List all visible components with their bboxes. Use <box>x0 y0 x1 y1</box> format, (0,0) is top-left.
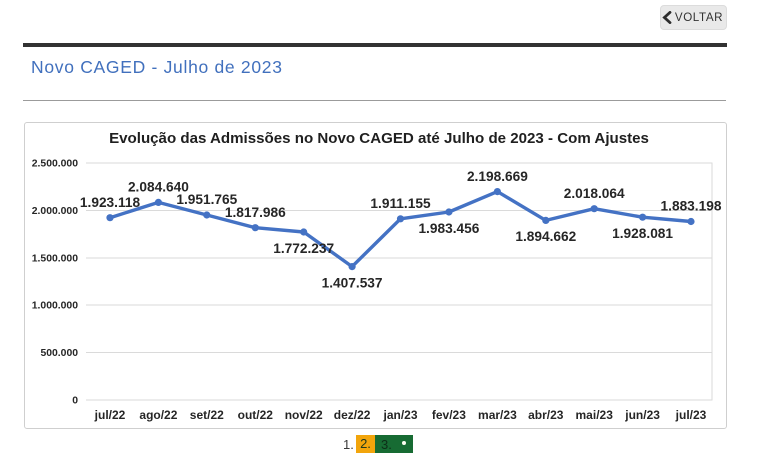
svg-text:1.951.765: 1.951.765 <box>176 192 237 207</box>
svg-text:mar/23: mar/23 <box>478 408 517 422</box>
svg-text:500.000: 500.000 <box>40 348 78 359</box>
svg-text:2.500.000: 2.500.000 <box>32 159 78 170</box>
svg-text:set/22: set/22 <box>190 408 224 422</box>
svg-text:1.000.000: 1.000.000 <box>32 301 78 312</box>
svg-text:jan/23: jan/23 <box>382 408 417 422</box>
svg-text:mai/23: mai/23 <box>576 408 614 422</box>
svg-text:1.928.081: 1.928.081 <box>612 226 673 241</box>
svg-text:1.817.986: 1.817.986 <box>225 205 286 220</box>
svg-text:1.894.662: 1.894.662 <box>515 229 576 244</box>
svg-text:2.000.000: 2.000.000 <box>32 206 78 217</box>
svg-text:dez/22: dez/22 <box>334 408 371 422</box>
svg-text:1.772.237: 1.772.237 <box>273 241 334 256</box>
svg-text:jun/23: jun/23 <box>624 408 660 422</box>
svg-text:1.500.000: 1.500.000 <box>32 253 78 264</box>
svg-text:1.883.198: 1.883.198 <box>661 199 722 214</box>
svg-text:jul/22: jul/22 <box>94 408 126 422</box>
svg-text:ago/22: ago/22 <box>139 408 177 422</box>
svg-text:2.018.064: 2.018.064 <box>564 186 625 201</box>
svg-text:jul/23: jul/23 <box>675 408 707 422</box>
svg-text:1.407.537: 1.407.537 <box>322 275 383 290</box>
svg-text:0: 0 <box>72 396 78 407</box>
svg-text:fev/23: fev/23 <box>432 408 466 422</box>
svg-text:1.911.155: 1.911.155 <box>370 196 431 211</box>
svg-text:out/22: out/22 <box>238 408 274 422</box>
svg-text:Evolução das Admissões no Novo: Evolução das Admissões no Novo CAGED até… <box>109 130 649 147</box>
svg-text:1.923.118: 1.923.118 <box>80 195 141 210</box>
svg-text:2.084.640: 2.084.640 <box>128 180 189 195</box>
svg-text:1.983.456: 1.983.456 <box>418 221 479 236</box>
svg-text:nov/22: nov/22 <box>285 408 323 422</box>
svg-text:abr/23: abr/23 <box>528 408 564 422</box>
svg-text:2.198.669: 2.198.669 <box>467 169 528 184</box>
